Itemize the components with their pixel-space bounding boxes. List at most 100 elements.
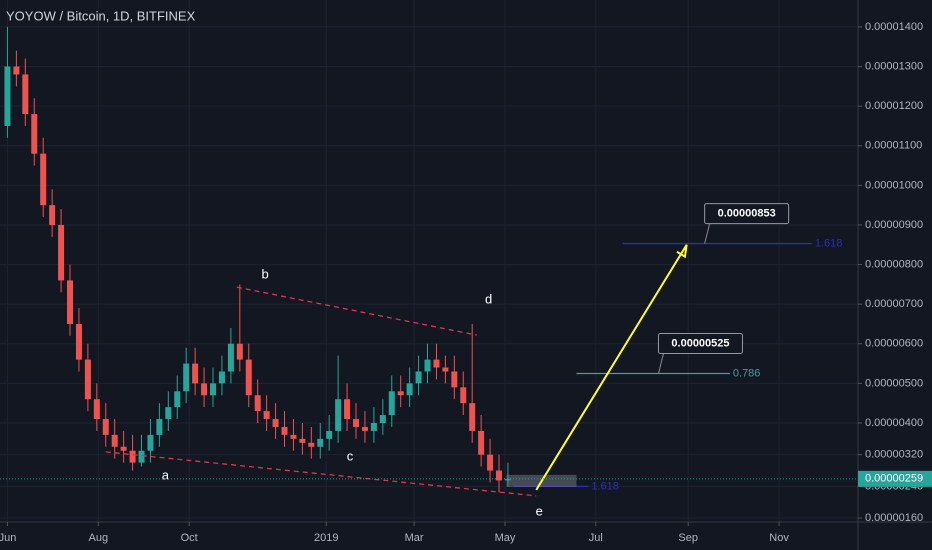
candle-body [281, 426, 288, 435]
candle-body [424, 359, 431, 372]
projection-arrow [535, 244, 688, 491]
y-tick-label: 0.00000800 [865, 258, 923, 270]
candle-body [487, 454, 494, 471]
x-tick-label: 2019 [314, 532, 338, 544]
x-tick-label: Oct [181, 532, 198, 544]
candle-body [111, 434, 118, 447]
candle-body [147, 434, 154, 451]
candle-body [361, 426, 368, 431]
candle-body [192, 363, 199, 384]
x-tick-label: Mar [405, 532, 424, 544]
candle-body [353, 419, 360, 427]
candle-body [397, 391, 404, 396]
candle-body [227, 343, 234, 372]
callout-box [657, 332, 743, 354]
wave-label: a [162, 467, 170, 482]
x-tick-label: Nov [769, 532, 789, 544]
candle-body [40, 153, 47, 206]
candle-body [478, 430, 485, 455]
candle-body [245, 359, 252, 396]
candle-body [299, 438, 306, 443]
candle-body [102, 419, 109, 435]
candle-body [58, 224, 65, 281]
candle-body [433, 359, 440, 368]
trend-line [236, 286, 477, 336]
y-tick-label: 0.00000500 [865, 377, 923, 389]
wave-label: c [347, 448, 354, 463]
candle-body [460, 387, 467, 404]
candle-body [317, 438, 324, 447]
candle-body [218, 371, 225, 384]
candle-body [67, 280, 74, 324]
candle-body [183, 363, 190, 392]
fib-label: 1.618 [815, 237, 843, 249]
candle-body [442, 367, 449, 372]
y-tick-label: 0.00000600 [865, 338, 923, 350]
candle-body [4, 66, 11, 126]
candle-body [120, 446, 127, 451]
candle-body [496, 470, 503, 481]
y-tick-label: 0.00001000 [865, 179, 923, 191]
candle-body [254, 395, 261, 412]
candle-body [290, 434, 297, 439]
candle-body [93, 399, 100, 420]
candle-body [370, 422, 377, 431]
y-tick-label: 0.00001100 [865, 140, 922, 152]
candle-body [451, 371, 458, 388]
x-tick-label: Jul [589, 532, 603, 544]
x-tick-label: Aug [89, 532, 109, 544]
y-tick-label: 0.00000320 [865, 449, 923, 461]
candle-body [263, 411, 270, 420]
y-tick-label: 0.00001200 [865, 100, 923, 112]
y-tick-label: 0.00000700 [865, 298, 923, 310]
trend-line [105, 451, 537, 497]
last-price-box [858, 470, 932, 487]
y-tick-label: 0.00001300 [865, 60, 923, 72]
wave-label: b [262, 266, 269, 281]
chart-title: YOYOW / Bitcoin, 1D, BITFINEX [6, 8, 196, 23]
callout-text: 0.00000525 [671, 337, 729, 349]
candle-body [13, 66, 20, 75]
x-tick-label: May [495, 532, 516, 544]
candle-body [308, 442, 315, 447]
callout-pointer [657, 353, 664, 374]
candle-body [129, 450, 136, 463]
candle-body [344, 399, 351, 420]
candle-body [156, 419, 163, 435]
callout-pointer [704, 223, 711, 244]
arrow-head [676, 244, 688, 259]
y-tick-label: 0.00000400 [865, 417, 923, 429]
fib-label: 1.618 [591, 480, 619, 492]
candle-body [75, 323, 82, 360]
candle-body [201, 383, 208, 396]
y-tick-label: 0.00001400 [865, 21, 923, 33]
callout-box [704, 203, 790, 225]
candle-body [406, 383, 413, 396]
candle-body [174, 391, 181, 408]
wave-label: d [485, 291, 492, 306]
x-tick-label: Sep [678, 532, 698, 544]
candle-body [272, 419, 279, 427]
candle-body [388, 391, 395, 416]
candle-body [415, 371, 422, 384]
x-tick-label: Jun [0, 532, 16, 544]
y-tick-label: 0.00000900 [865, 219, 923, 231]
candle-body [31, 114, 38, 154]
last-price-label: 0.00000259 [865, 473, 923, 485]
candle-body [335, 399, 342, 431]
candle-body [84, 359, 91, 400]
callout-text: 0.00000853 [718, 207, 776, 219]
candle-body [326, 430, 333, 439]
candle-body [210, 383, 217, 396]
candle-body [236, 343, 243, 360]
candle-body [379, 415, 386, 423]
fib-label: 0.786 [733, 367, 761, 379]
wave-label: e [536, 504, 543, 519]
candle-body [469, 403, 476, 431]
candle-body [165, 407, 172, 420]
candle-body [49, 205, 56, 225]
candle-body [138, 450, 145, 463]
y-tick-label: 0.00000160 [865, 512, 923, 524]
